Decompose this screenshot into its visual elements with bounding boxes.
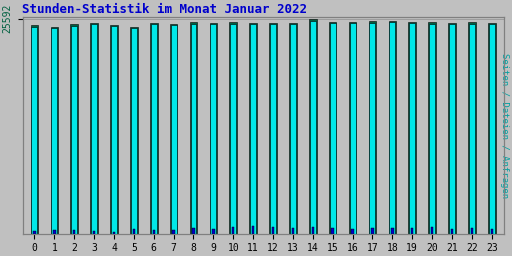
- Bar: [389, 21, 396, 233]
- Bar: [350, 23, 355, 233]
- Bar: [71, 26, 77, 233]
- Bar: [250, 24, 256, 233]
- Bar: [369, 22, 376, 233]
- Bar: [488, 23, 496, 233]
- Bar: [331, 228, 334, 233]
- Bar: [193, 228, 195, 233]
- Bar: [133, 229, 135, 233]
- Bar: [73, 230, 75, 233]
- Bar: [93, 231, 95, 233]
- Bar: [349, 22, 356, 233]
- Bar: [31, 27, 37, 233]
- Bar: [190, 24, 197, 233]
- Bar: [489, 24, 495, 233]
- Bar: [130, 27, 138, 233]
- Bar: [451, 229, 453, 233]
- Bar: [170, 24, 177, 233]
- Bar: [329, 22, 336, 233]
- Text: Stunden-Statistik im Monat Januar 2022: Stunden-Statistik im Monat Januar 2022: [23, 3, 308, 16]
- Bar: [312, 228, 314, 233]
- Bar: [290, 24, 296, 233]
- Bar: [53, 230, 55, 233]
- Bar: [411, 228, 413, 233]
- Bar: [153, 230, 155, 233]
- Bar: [131, 28, 137, 233]
- Bar: [292, 228, 294, 233]
- Bar: [409, 23, 415, 233]
- Bar: [371, 228, 374, 233]
- Bar: [110, 25, 118, 233]
- Bar: [409, 22, 416, 233]
- Bar: [449, 24, 455, 233]
- Bar: [330, 23, 336, 233]
- Bar: [429, 24, 435, 233]
- Bar: [190, 22, 197, 233]
- Bar: [370, 23, 375, 233]
- Bar: [269, 23, 277, 233]
- Bar: [151, 24, 157, 233]
- Bar: [51, 27, 58, 233]
- Bar: [210, 24, 217, 233]
- Bar: [471, 228, 473, 233]
- Bar: [431, 227, 433, 233]
- Bar: [229, 22, 237, 233]
- Bar: [230, 24, 236, 233]
- Bar: [170, 25, 177, 233]
- Bar: [490, 229, 493, 233]
- Bar: [33, 231, 36, 233]
- Bar: [91, 24, 97, 233]
- Bar: [468, 22, 476, 233]
- Bar: [232, 227, 234, 233]
- Bar: [212, 229, 215, 233]
- Bar: [309, 19, 316, 233]
- Bar: [310, 21, 316, 233]
- Bar: [51, 28, 57, 233]
- Bar: [351, 229, 354, 233]
- Bar: [469, 24, 475, 233]
- Bar: [429, 22, 436, 233]
- Bar: [113, 232, 115, 233]
- Bar: [389, 22, 395, 233]
- Bar: [448, 23, 456, 233]
- Bar: [391, 228, 394, 233]
- Bar: [289, 23, 296, 233]
- Bar: [150, 23, 158, 233]
- Bar: [71, 24, 78, 233]
- Bar: [272, 227, 274, 233]
- Bar: [249, 23, 257, 233]
- Bar: [31, 25, 38, 233]
- Bar: [111, 26, 117, 233]
- Bar: [270, 24, 276, 233]
- Bar: [173, 230, 175, 233]
- Bar: [209, 23, 217, 233]
- Bar: [90, 23, 98, 233]
- Y-axis label: Seiten / Dateien / Anfragen: Seiten / Dateien / Anfragen: [500, 53, 509, 198]
- Bar: [252, 226, 254, 233]
